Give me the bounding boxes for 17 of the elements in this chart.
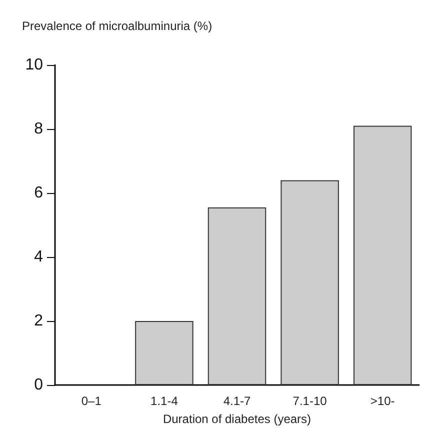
x-tick-label: 1.1-4 bbox=[150, 394, 178, 408]
x-tick-label: 4.1-7 bbox=[223, 394, 251, 408]
bar bbox=[280, 180, 339, 385]
y-tick-label: 10 bbox=[25, 56, 44, 74]
x-tick-label: 7.1-10 bbox=[292, 394, 328, 408]
y-tick-label: 4 bbox=[34, 248, 44, 266]
bar bbox=[208, 207, 266, 385]
y-tick-label: 8 bbox=[34, 120, 44, 138]
y-tick-label: 6 bbox=[34, 184, 44, 202]
x-tick-label: >10- bbox=[370, 394, 395, 408]
bar bbox=[135, 321, 194, 385]
y-axis-title: Prevalence of microalbuminuria (%) bbox=[22, 19, 212, 33]
x-axis-title: Duration of diabetes (years) bbox=[162, 412, 312, 426]
y-tick-label: 0 bbox=[34, 376, 44, 394]
y-tick-label: 2 bbox=[34, 312, 44, 330]
x-tick-label: 0–1 bbox=[81, 394, 102, 408]
bar bbox=[353, 126, 412, 385]
